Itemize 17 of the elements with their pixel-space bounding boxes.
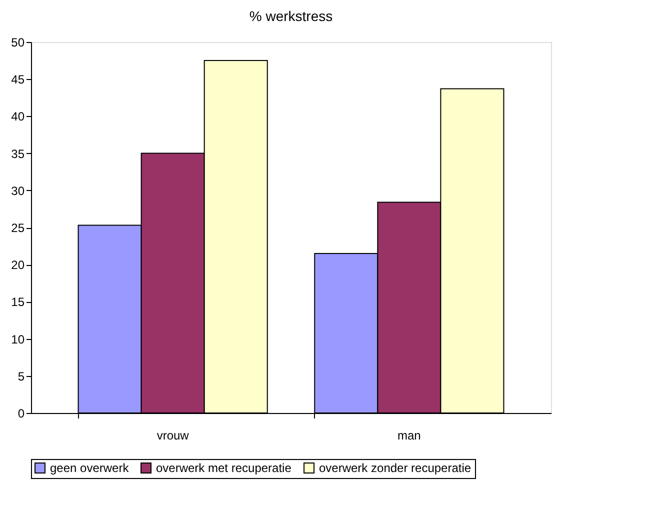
- legend-label: geen overwerk: [50, 461, 130, 475]
- y-tick-label: 45: [11, 72, 25, 87]
- y-tick-label: 50: [11, 36, 25, 50]
- y-tick-label: 20: [11, 258, 25, 272]
- legend-label: overwerk met recuperatie: [156, 461, 292, 475]
- y-tick-label: 35: [11, 146, 25, 161]
- y-tick-label: 40: [11, 110, 25, 124]
- y-tick-label: 30: [11, 184, 25, 198]
- y-tick-label: 0: [18, 406, 25, 420]
- y-tick-label: 25: [11, 221, 25, 235]
- x-tick-label: vrouw: [156, 428, 190, 442]
- legend-label: overwerk zonder recuperatie: [319, 461, 472, 475]
- y-tick-label: 15: [11, 295, 25, 310]
- y-tick-label: 10: [11, 332, 25, 346]
- x-tick-label: man: [398, 428, 421, 442]
- chart-title: % werkstress: [249, 8, 333, 24]
- y-tick-label: 5: [18, 369, 25, 384]
